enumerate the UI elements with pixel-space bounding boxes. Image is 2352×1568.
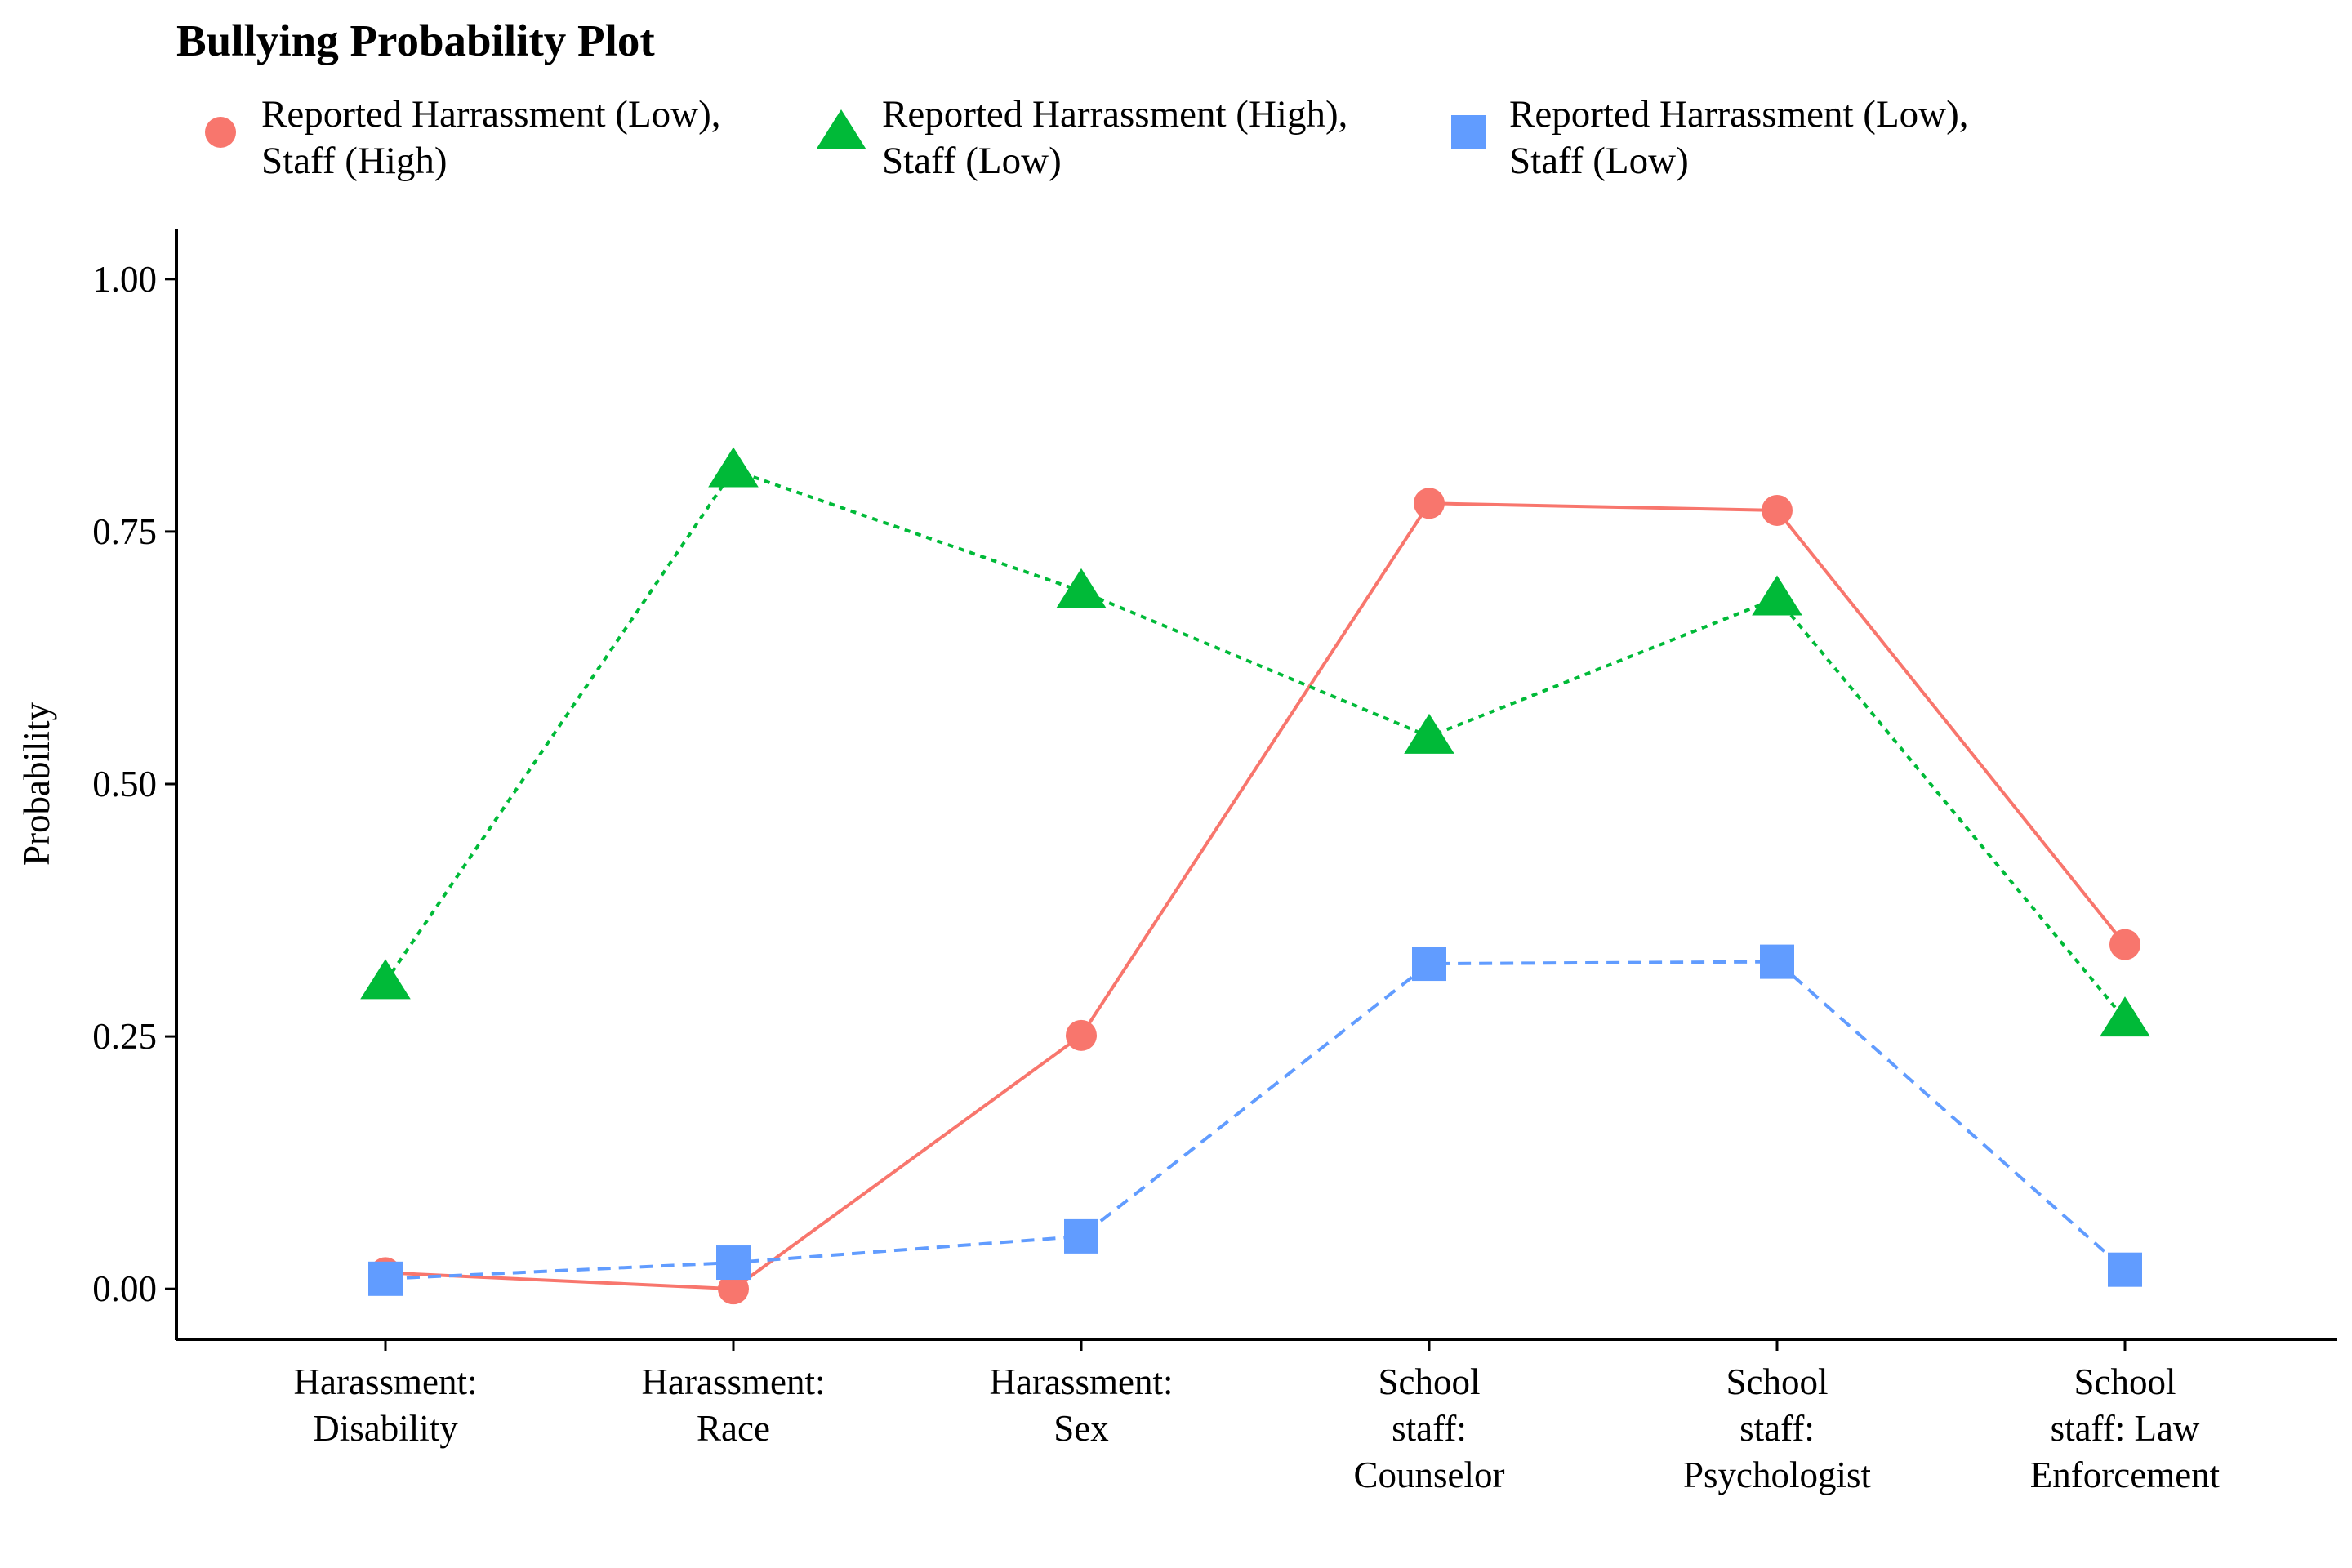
- data-point-series-3: [1412, 947, 1446, 982]
- data-point-series-1: [718, 1273, 749, 1305]
- y-axis-title: Probability: [16, 702, 57, 866]
- legend-key-square-icon: [1451, 115, 1486, 149]
- legend-key-circle-icon: [205, 117, 236, 148]
- legend-label: Reported Harrassment (Low), Staff (High): [261, 93, 721, 182]
- data-point-series-3: [368, 1261, 403, 1296]
- legend-marker: [205, 117, 236, 148]
- data-point-series-1: [2109, 929, 2140, 960]
- data-point-series-2: [708, 447, 759, 488]
- y-tick-label: 1.00: [92, 259, 157, 300]
- legend-label: Reported Harrassment (High), Staff (Low): [882, 93, 1348, 182]
- series-line-3: [385, 960, 2127, 1281]
- series-line-2: [384, 468, 2127, 1021]
- x-tick-label: Harassment: Disability: [294, 1361, 478, 1449]
- x-tick-label: Harassment: Race: [642, 1361, 826, 1449]
- x-tick-label: Harassment: Sex: [990, 1361, 1174, 1449]
- y-tick-label: 0.50: [92, 764, 157, 804]
- series-line-1: [385, 501, 2127, 1291]
- chart-title: Bullying Probability Plot: [176, 16, 655, 65]
- legend-marker: [1451, 115, 1486, 149]
- x-tick-label: School staff: Law Enforcement: [2030, 1361, 2221, 1495]
- y-tick-label: 0.00: [92, 1268, 157, 1309]
- data-point-series-3: [716, 1245, 751, 1281]
- data-point-series-3: [1064, 1218, 1098, 1254]
- data-point-series-3: [1760, 944, 1794, 979]
- data-point-series-2: [360, 959, 411, 1000]
- y-tick-label: 0.25: [92, 1016, 157, 1057]
- legend-label: Reported Harrassment (Low), Staff (Low): [1509, 93, 1969, 182]
- data-point-series-3: [2108, 1252, 2142, 1287]
- data-point-series-2: [1752, 575, 1802, 616]
- data-point-series-1: [1762, 494, 1793, 526]
- data-point-series-1: [1414, 488, 1445, 519]
- x-tick-label: School staff: Psychologist: [1683, 1361, 1872, 1495]
- y-tick-label: 0.75: [92, 511, 157, 552]
- data-point-series-2: [1404, 713, 1454, 754]
- data-point-series-2: [2100, 996, 2150, 1037]
- x-tick-label: School staff: Counselor: [1354, 1361, 1505, 1495]
- data-point-series-2: [1056, 568, 1107, 608]
- legend: Reported Harrassment (Low), Staff (High) R…: [196, 91, 2319, 198]
- legend-marker: [817, 109, 866, 149]
- data-point-series-1: [1066, 1019, 1097, 1051]
- legend-key-triangle-icon: [817, 109, 866, 149]
